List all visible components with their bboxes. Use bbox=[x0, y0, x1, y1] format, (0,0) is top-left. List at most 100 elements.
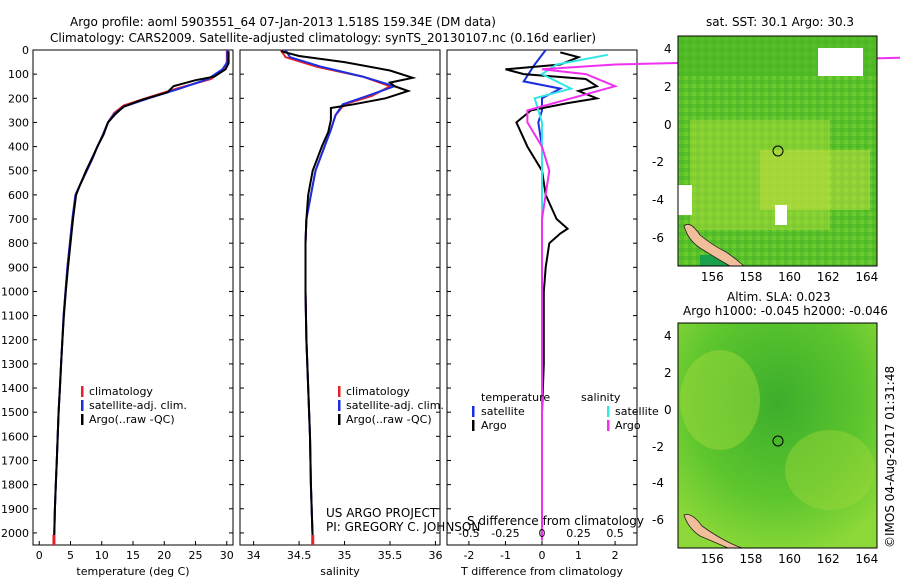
legend-label: Argo(..raw -QC) bbox=[89, 413, 175, 426]
depth-tick-label: 1900 bbox=[1, 503, 29, 516]
x-axis-label: T difference from climatology bbox=[460, 565, 623, 578]
legend-swatch bbox=[338, 400, 341, 411]
lat-tick-label: 4 bbox=[664, 328, 672, 343]
legend-swatch bbox=[81, 414, 84, 425]
imos-stamp: ©IMOS 04-Aug-2017 01:31:48 bbox=[883, 365, 897, 548]
depth-tick-label: 0 bbox=[22, 44, 29, 57]
x-tick-label: 2 bbox=[612, 549, 619, 562]
sla-map-title-line2: Argo h1000: -0.045 h2000: -0.046 bbox=[683, 304, 888, 318]
land-icon bbox=[683, 223, 746, 267]
lon-tick-label: 160 bbox=[778, 270, 802, 284]
series-line-temperature-argo bbox=[505, 51, 601, 541]
depth-tick-label: 200 bbox=[8, 92, 29, 105]
lon-tick-label: 156 bbox=[700, 552, 724, 566]
legend-label: satellite-adj. clim. bbox=[89, 399, 187, 412]
depth-tick-label: 700 bbox=[8, 213, 29, 226]
legend-label: satellite bbox=[615, 405, 659, 418]
lat-tick-label: 2 bbox=[664, 79, 672, 94]
panel-frame-salinity bbox=[239, 49, 441, 546]
legend-label: satellite bbox=[481, 405, 525, 418]
x-tick-label: 25 bbox=[189, 549, 203, 562]
x-tick-label: 20 bbox=[157, 549, 171, 562]
lon-tick-label: 162 bbox=[816, 270, 840, 284]
depth-tick-label: 800 bbox=[8, 237, 29, 250]
legend-label: satellite-adj. clim. bbox=[346, 399, 444, 412]
s-tick-label: -0.25 bbox=[491, 527, 519, 540]
legend-label: climatology bbox=[346, 385, 410, 398]
series-line-argo-raw-qc- bbox=[280, 50, 417, 541]
lat-tick-label: 2 bbox=[664, 365, 672, 380]
x-tick-label: 0 bbox=[539, 549, 546, 562]
x-tick-label: 36 bbox=[428, 549, 442, 562]
lat-tick-label: -2 bbox=[652, 155, 664, 170]
x-tick-label: 35.5 bbox=[378, 549, 403, 562]
legend-swatch bbox=[607, 406, 610, 417]
depth-tick-label: 400 bbox=[8, 141, 29, 154]
depth-tick-label: 1400 bbox=[1, 382, 29, 395]
series-line-salinity-argo bbox=[526, 56, 900, 541]
legend-title-temperature: temperature bbox=[481, 391, 550, 404]
figure-title-line2: Climatology: CARS2009. Satellite-adjuste… bbox=[50, 31, 597, 45]
x-axis-label: temperature (deg C) bbox=[76, 565, 189, 578]
x-tick-label: 10 bbox=[95, 549, 109, 562]
sla-map-title-line1: Altim. SLA: 0.023 bbox=[727, 290, 831, 304]
x-tick-label: 1 bbox=[575, 549, 582, 562]
depth-tick-label: 1200 bbox=[1, 334, 29, 347]
legend-label: Argo bbox=[615, 419, 641, 432]
figure-title-line1: Argo profile: aoml 5903551_64 07-Jan-201… bbox=[70, 15, 496, 29]
legend-swatch bbox=[81, 386, 84, 397]
lat-tick-label: -4 bbox=[652, 476, 664, 491]
depth-tick-label: 300 bbox=[8, 116, 29, 129]
lat-tick-label: -6 bbox=[652, 230, 664, 245]
project-credit: US ARGO PROJECT bbox=[326, 506, 438, 520]
legend-label: Argo bbox=[481, 419, 507, 432]
series-line-argo-raw-qc- bbox=[52, 51, 230, 541]
bottom-marker bbox=[311, 535, 315, 545]
lat-tick-label: -6 bbox=[652, 513, 664, 528]
lon-tick-label: 158 bbox=[739, 552, 763, 566]
depth-tick-label: 1800 bbox=[1, 479, 29, 492]
sst-map bbox=[677, 35, 878, 267]
depth-tick-label: 2000 bbox=[1, 527, 29, 540]
x-tick-label: 34.5 bbox=[287, 549, 312, 562]
lat-tick-label: -4 bbox=[652, 193, 664, 208]
legend-swatch bbox=[607, 420, 610, 431]
float-position-marker bbox=[772, 435, 784, 447]
lon-tick-label: 164 bbox=[855, 552, 879, 566]
x-tick-label: 5 bbox=[67, 549, 74, 562]
series-line-satellite-adj-clim- bbox=[284, 49, 398, 541]
sla-map bbox=[677, 322, 878, 549]
x-tick-label: -2 bbox=[463, 549, 474, 562]
series-line-climatology bbox=[52, 50, 228, 541]
s-tick-label: 0.25 bbox=[566, 527, 591, 540]
x-tick-label: -1 bbox=[500, 549, 511, 562]
lon-tick-label: 156 bbox=[700, 270, 724, 284]
float-position-marker bbox=[772, 145, 784, 157]
lon-tick-label: 162 bbox=[816, 552, 840, 566]
legend-title-salinity: salinity bbox=[581, 391, 621, 404]
legend-swatch bbox=[472, 420, 475, 431]
s-tick-label: 0.5 bbox=[606, 527, 624, 540]
land-icon bbox=[683, 514, 743, 549]
series-line-satellite-adj-clim- bbox=[52, 50, 229, 541]
depth-tick-label: 1300 bbox=[1, 358, 29, 371]
s-difference-label: S difference from climatology bbox=[467, 514, 644, 528]
x-tick-label: 30 bbox=[220, 549, 234, 562]
sst-missing-data bbox=[818, 48, 863, 76]
panel-frame-temperature bbox=[32, 49, 234, 546]
depth-tick-label: 1000 bbox=[1, 285, 29, 298]
depth-tick-label: 100 bbox=[8, 68, 29, 81]
series-line-climatology bbox=[280, 49, 393, 541]
legend-swatch bbox=[338, 414, 341, 425]
x-tick-label: 35 bbox=[338, 549, 352, 562]
bottom-marker bbox=[52, 535, 56, 545]
depth-tick-label: 1100 bbox=[1, 310, 29, 323]
x-tick-label: 34 bbox=[247, 549, 261, 562]
lat-tick-label: 0 bbox=[664, 402, 672, 417]
sst-map-title: sat. SST: 30.1 Argo: 30.3 bbox=[706, 15, 855, 29]
lat-tick-label: 4 bbox=[664, 42, 672, 57]
depth-tick-label: 500 bbox=[8, 165, 29, 178]
depth-tick-label: 1600 bbox=[1, 430, 29, 443]
